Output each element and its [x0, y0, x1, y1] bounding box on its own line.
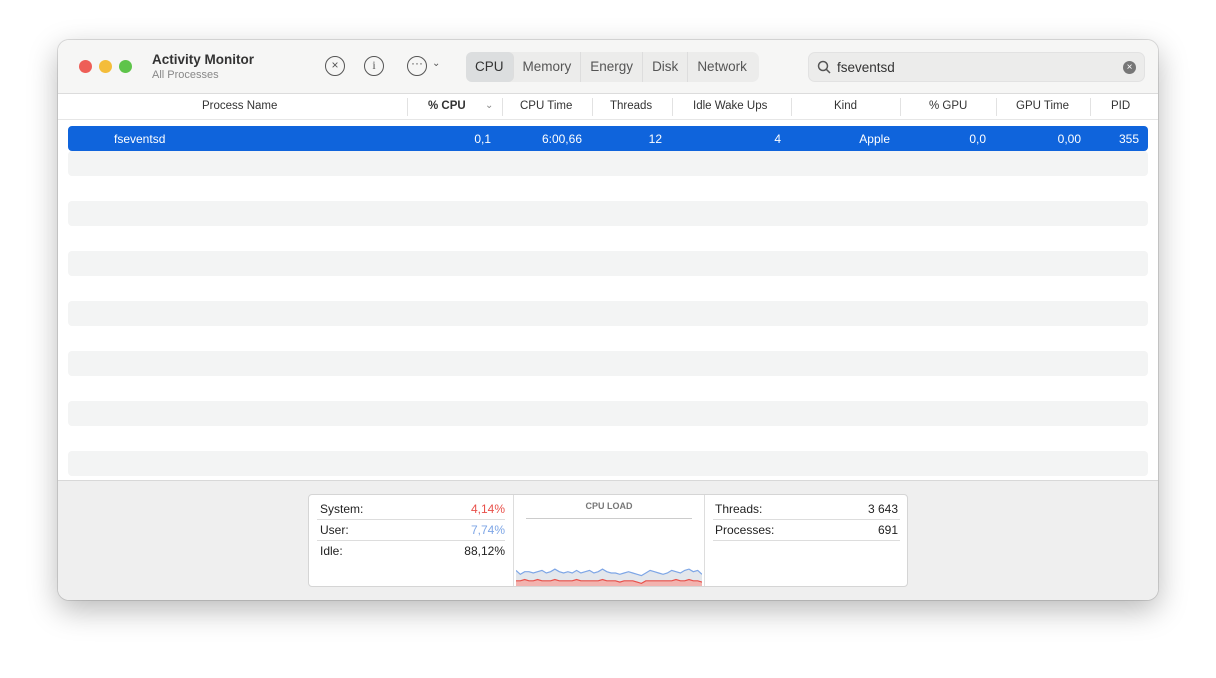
col-idle-wake-ups[interactable]: Idle Wake Ups	[693, 100, 768, 112]
stat-threads: Threads: 3 643	[713, 499, 900, 520]
search-input[interactable]: fseventsd ×	[808, 52, 1145, 82]
close-button[interactable]	[79, 60, 92, 73]
info-icon[interactable]: i	[364, 56, 384, 76]
cell-threads: 12	[648, 132, 662, 146]
tab-network[interactable]: Network	[697, 59, 747, 74]
chevron-down-icon[interactable]: ⌄	[432, 58, 441, 69]
cell-kind: Apple	[859, 132, 890, 146]
empty-row	[68, 201, 1148, 226]
stat-user: User: 7,74%	[317, 520, 505, 541]
cell-idle-wake-ups: 4	[774, 132, 781, 146]
col-gpu[interactable]: % GPU	[929, 100, 968, 112]
col-pid[interactable]: PID	[1111, 100, 1131, 112]
cell-name: fseventsd	[114, 132, 166, 146]
empty-row	[68, 426, 1148, 451]
empty-row	[68, 276, 1148, 301]
cpu-stats-panel: System: 4,14% User: 7,74% Idle: 88,12% C…	[308, 494, 908, 587]
tab-energy[interactable]: Energy	[581, 52, 644, 82]
col-process-name[interactable]: Process Name	[202, 100, 278, 112]
empty-row	[68, 151, 1148, 176]
user-label: User:	[320, 523, 349, 537]
window-subtitle: All Processes	[152, 69, 219, 81]
col-cpu-time[interactable]: CPU Time	[520, 100, 573, 112]
sort-chevron-icon: ⌄	[485, 100, 494, 111]
user-value: 7,74%	[470, 523, 505, 537]
col-cpu[interactable]: % CPU	[428, 100, 466, 112]
cpu-load-graph	[516, 568, 702, 586]
cell-cpu: 0,1	[474, 132, 491, 146]
stat-system: System: 4,14%	[317, 499, 505, 520]
idle-value: 88,12%	[464, 544, 505, 558]
ellipsis-circle-icon[interactable]: ···	[407, 56, 427, 76]
table-row[interactable]: fseventsd 0,1 6:00,66 12 4 Apple 0,0 0,0…	[68, 126, 1148, 151]
clear-search-icon[interactable]: ×	[1123, 61, 1136, 74]
empty-row	[68, 251, 1148, 276]
search-value: fseventsd	[837, 60, 895, 75]
toolbar: Activity Monitor All Processes × i ··· ⌄…	[58, 40, 1158, 94]
stat-idle: Idle: 88,12%	[317, 541, 505, 562]
col-kind[interactable]: Kind	[834, 100, 858, 112]
empty-row	[68, 376, 1148, 401]
threads-label: Threads:	[715, 502, 763, 516]
empty-row	[68, 226, 1148, 251]
x-circle-icon[interactable]: ×	[325, 56, 345, 76]
cell-cpu-time: 6:00,66	[541, 132, 582, 146]
system-label: System:	[320, 502, 364, 516]
empty-row	[68, 176, 1148, 201]
tab-disk[interactable]: Disk	[643, 52, 689, 82]
processes-label: Processes:	[715, 523, 775, 537]
stat-processes: Processes: 691	[713, 520, 900, 541]
cell-gpu: 0,0	[969, 132, 986, 146]
tab-cpu[interactable]: CPU	[466, 52, 514, 82]
window-title: Activity Monitor	[152, 52, 255, 67]
cell-pid: 355	[1118, 132, 1139, 146]
system-load-line	[516, 578, 702, 585]
search-icon	[817, 60, 831, 74]
col-gpu-time[interactable]: GPU Time	[1016, 100, 1070, 112]
idle-label: Idle:	[320, 544, 343, 558]
empty-row	[68, 401, 1148, 426]
empty-row	[68, 326, 1148, 351]
minimize-button[interactable]	[99, 60, 112, 73]
zoom-button[interactable]	[119, 60, 132, 73]
activity-monitor-window: Activity Monitor All Processes × i ··· ⌄…	[58, 40, 1158, 600]
cell-gpu-time: 0,00	[1057, 132, 1081, 146]
empty-row	[68, 451, 1148, 476]
processes-value: 691	[877, 523, 898, 537]
cpu-load-title: CPU LOAD	[585, 501, 633, 511]
tab-bar: CPU Memory Energy Disk Network	[466, 52, 759, 82]
empty-row	[68, 301, 1148, 326]
footer: System: 4,14% User: 7,74% Idle: 88,12% C…	[58, 480, 1158, 600]
threads-value: 3 643	[867, 502, 898, 516]
empty-row	[68, 351, 1148, 376]
process-table: fseventsd 0,1 6:00,66 12 4 Apple 0,0 0,0…	[68, 126, 1148, 526]
system-value: 4,14%	[470, 502, 505, 516]
user-load-line	[516, 568, 702, 577]
tab-memory[interactable]: Memory	[514, 52, 582, 82]
col-threads[interactable]: Threads	[610, 100, 653, 112]
table-header: Process Name % CPU ⌄ CPU Time Threads Id…	[58, 94, 1158, 120]
